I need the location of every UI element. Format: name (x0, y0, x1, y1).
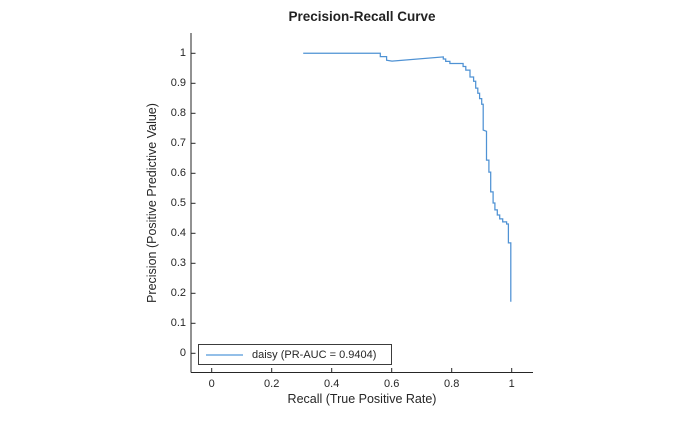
x-tick-label: 0.8 (444, 377, 460, 390)
y-axis-label: Precision (Positive Predictive Value) (145, 103, 159, 303)
y-tick-label: 0.2 (170, 286, 186, 299)
y-tick-label: 0 (179, 346, 186, 359)
chart-title: Precision-Recall Curve (288, 9, 436, 24)
x-tick-label: 0.4 (324, 377, 340, 390)
legend-line-sample-icon (206, 353, 243, 356)
legend: daisy (PR-AUC = 0.9404) (198, 344, 392, 365)
y-tick-label: 0.8 (170, 106, 186, 119)
x-tick-label: 0.6 (384, 377, 400, 390)
x-tick-label: 0.2 (264, 377, 280, 390)
y-tick-label: 0.5 (170, 196, 186, 209)
x-axis-label: Recall (True Positive Rate) (287, 392, 437, 406)
x-tick-label: 1 (508, 377, 515, 390)
y-tick-label: 1 (179, 46, 186, 59)
x-tick-label: 0 (208, 377, 215, 390)
pr-curve-line (303, 52, 512, 302)
y-tick-label: 0.9 (170, 76, 186, 89)
y-tick-label: 0.6 (170, 166, 186, 179)
legend-label: daisy (PR-AUC = 0.9404) (252, 348, 377, 361)
y-tick-label: 0.1 (170, 316, 186, 329)
y-tick-label: 0.4 (170, 226, 186, 239)
y-tick-label: 0.3 (170, 256, 186, 269)
y-tick-label: 0.7 (170, 136, 186, 149)
